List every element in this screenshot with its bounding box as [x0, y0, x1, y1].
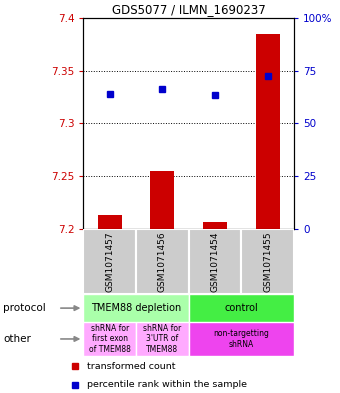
Text: GSM1071455: GSM1071455 [263, 231, 272, 292]
Text: GSM1071457: GSM1071457 [105, 231, 114, 292]
Text: shRNA for
first exon
of TMEM88: shRNA for first exon of TMEM88 [89, 324, 131, 354]
Text: GSM1071456: GSM1071456 [158, 231, 167, 292]
Bar [189, 229, 241, 294]
Bar [241, 229, 294, 294]
Text: non-targetting
shRNA: non-targetting shRNA [214, 329, 269, 349]
Text: TMEM88 depletion: TMEM88 depletion [91, 303, 181, 313]
Bar [83, 322, 136, 356]
Text: percentile rank within the sample: percentile rank within the sample [87, 380, 247, 389]
Bar [256, 33, 279, 229]
Bar [83, 229, 136, 294]
Bar [203, 222, 227, 229]
Bar [83, 294, 189, 322]
Text: transformed count: transformed count [87, 362, 175, 371]
Text: protocol: protocol [3, 303, 46, 313]
Text: other: other [3, 334, 31, 344]
Text: GSM1071454: GSM1071454 [210, 231, 220, 292]
Bar [98, 215, 121, 229]
Text: control: control [224, 303, 258, 313]
Text: shRNA for
3'UTR of
TMEM88: shRNA for 3'UTR of TMEM88 [143, 324, 182, 354]
Title: GDS5077 / ILMN_1690237: GDS5077 / ILMN_1690237 [112, 4, 266, 17]
Bar [136, 322, 189, 356]
Bar [151, 171, 174, 229]
Bar [136, 229, 189, 294]
Bar [189, 294, 294, 322]
Bar [189, 322, 294, 356]
